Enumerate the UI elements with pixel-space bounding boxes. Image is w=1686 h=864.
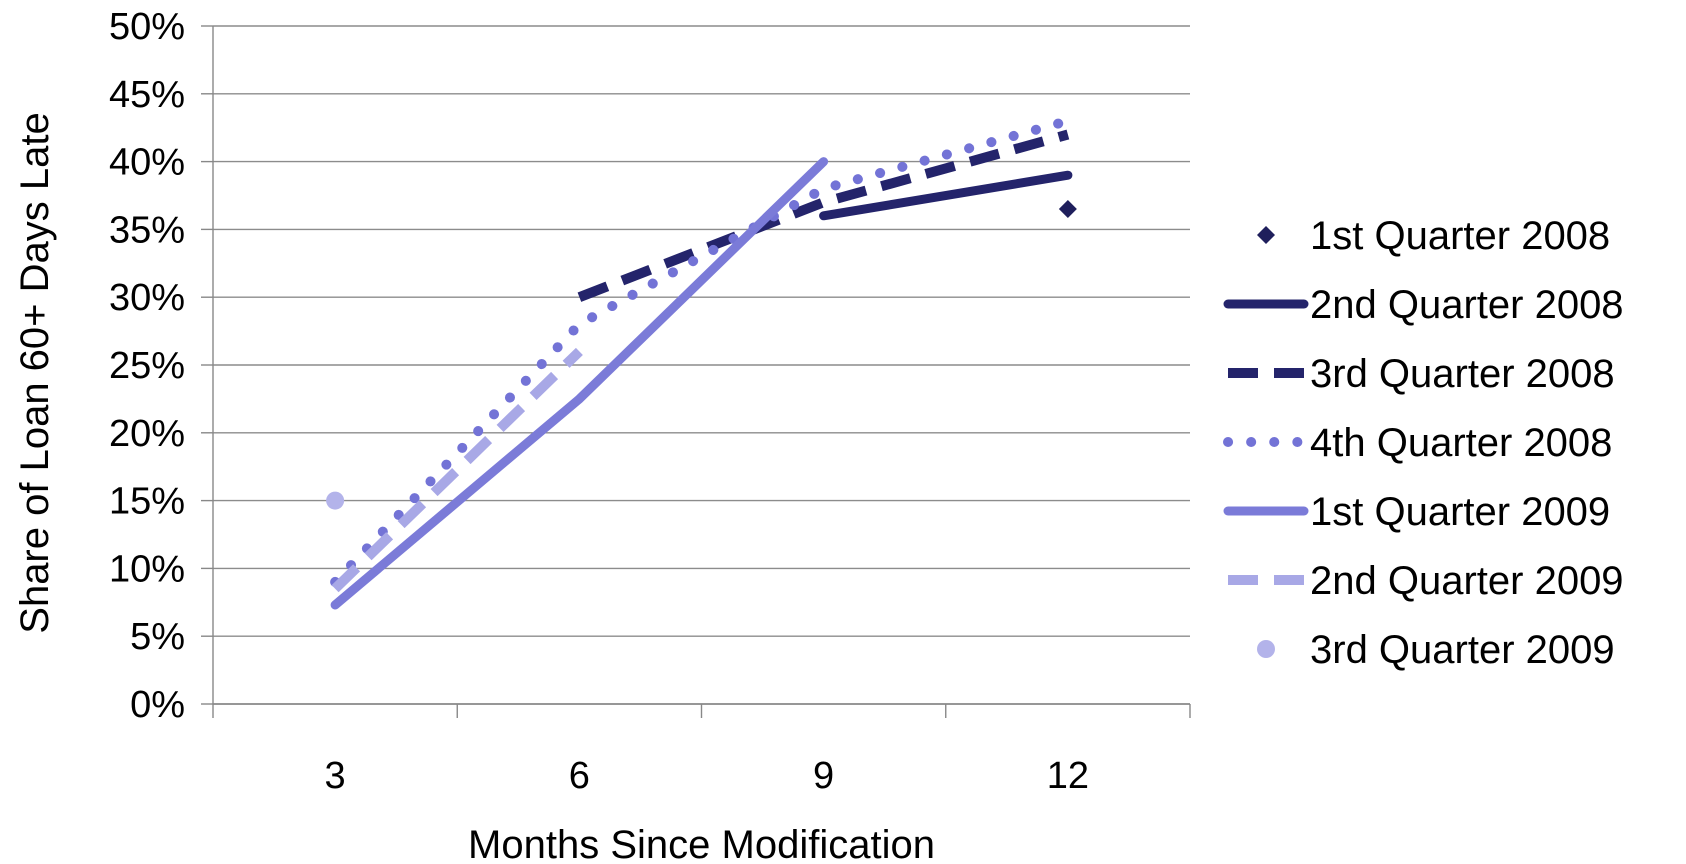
y-tick-label: 10% bbox=[109, 548, 185, 590]
x-tick-label: 3 bbox=[325, 755, 346, 797]
legend-item: 3rd Quarter 2009 bbox=[1257, 628, 1615, 672]
x-tick-label: 9 bbox=[813, 755, 834, 797]
legend-label: 3rd Quarter 2008 bbox=[1310, 352, 1615, 396]
legend-item: 1st Quarter 2009 bbox=[1223, 490, 1610, 534]
legend-item: 2nd Quarter 2008 bbox=[1223, 283, 1624, 327]
series-line bbox=[330, 115, 1073, 587]
x-tick-label: 6 bbox=[569, 755, 590, 797]
legend-label: 4th Quarter 2008 bbox=[1310, 421, 1612, 465]
y-axis-title: Share of Loan 60+ Days Late bbox=[13, 112, 57, 633]
y-tick-label: 35% bbox=[109, 209, 185, 251]
series-line bbox=[330, 157, 829, 610]
legend-swatch-diamond bbox=[1257, 226, 1275, 244]
data-point-diamond bbox=[1058, 200, 1077, 219]
x-axis-ticks: 3 6 9 12 bbox=[212, 704, 1191, 797]
legend-label: 3rd Quarter 2009 bbox=[1310, 628, 1615, 672]
legend-label: 1st Quarter 2008 bbox=[1310, 214, 1610, 258]
x-axis-title: Months Since Modification bbox=[468, 823, 935, 864]
legend-item: 2nd Quarter 2009 bbox=[1228, 559, 1624, 603]
legend-item: 3rd Quarter 2008 bbox=[1228, 352, 1615, 396]
y-tick-label: 45% bbox=[109, 74, 185, 116]
series-1st-quarter-2009 bbox=[330, 157, 829, 610]
series-group bbox=[326, 115, 1077, 610]
legend-label: 2nd Quarter 2008 bbox=[1310, 283, 1624, 327]
legend: 1st Quarter 2008 2nd Quarter 2008 3rd Quar… bbox=[1223, 214, 1624, 672]
y-tick-label: 30% bbox=[109, 277, 185, 319]
y-tick-label: 20% bbox=[109, 413, 185, 455]
y-tick-label: 50% bbox=[109, 6, 185, 48]
series-line bbox=[331, 347, 583, 593]
series-line bbox=[819, 170, 1073, 221]
y-axis-ticks: 0% 5% 10% 15% 20% 25% 30% 35% 40% 45% 50% bbox=[109, 6, 185, 726]
legend-swatch-circle bbox=[1257, 640, 1275, 658]
gridlines bbox=[201, 25, 1190, 705]
y-tick-label: 5% bbox=[130, 616, 185, 658]
series-1st-quarter-2008 bbox=[1058, 200, 1077, 219]
series-line bbox=[577, 129, 1070, 302]
x-tick-label: 12 bbox=[1047, 755, 1089, 797]
series-2nd-quarter-2009 bbox=[331, 347, 583, 593]
series-3rd-quarter-2009 bbox=[326, 491, 345, 510]
series-3rd-quarter-2008 bbox=[577, 129, 1070, 302]
legend-item: 1st Quarter 2008 bbox=[1257, 214, 1610, 258]
y-tick-label: 25% bbox=[109, 345, 185, 387]
y-tick-label: 40% bbox=[109, 142, 185, 184]
series-2nd-quarter-2008 bbox=[819, 170, 1073, 221]
y-tick-label: 0% bbox=[130, 684, 185, 726]
legend-label: 2nd Quarter 2009 bbox=[1310, 559, 1624, 603]
data-point-circle bbox=[326, 491, 345, 510]
legend-item: 4th Quarter 2008 bbox=[1223, 421, 1612, 465]
legend-label: 1st Quarter 2009 bbox=[1310, 490, 1610, 534]
y-tick-label: 15% bbox=[109, 481, 185, 523]
